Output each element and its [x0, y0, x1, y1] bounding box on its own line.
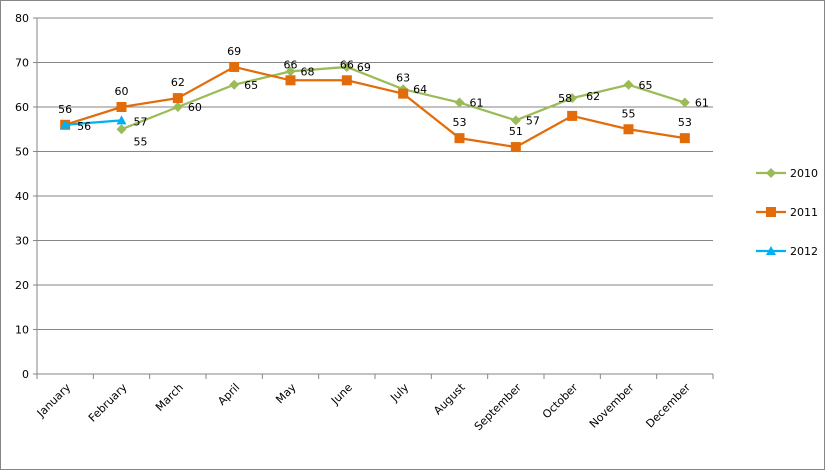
y-tick-label: 70: [15, 57, 29, 70]
legend-marker: [766, 207, 776, 217]
y-tick-label: 0: [22, 368, 29, 381]
y-tick-label: 10: [15, 324, 29, 337]
legend-item: 2010: [756, 167, 818, 180]
data-point: [510, 115, 521, 126]
x-tick-label: October: [540, 381, 581, 422]
data-label: 66: [284, 58, 298, 71]
data-point: [229, 61, 240, 72]
data-label: 66: [340, 58, 354, 71]
data-label: 56: [77, 120, 91, 133]
y-tick-label: 80: [15, 12, 29, 25]
data-label: 61: [695, 97, 709, 110]
legend-marker: [766, 168, 776, 178]
x-tick-label: November: [587, 381, 637, 431]
x-tick-label: September: [472, 381, 525, 434]
data-label: 57: [526, 114, 540, 127]
data-point: [454, 133, 465, 144]
series-2010: 55 60 65 68 69 64 61 57 62 65 61: [116, 61, 709, 148]
data-point: [623, 79, 634, 90]
data-point: [60, 119, 71, 129]
legend-label: 2010: [790, 167, 818, 180]
x-tick-label: January: [34, 381, 74, 421]
data-label: 60: [188, 101, 202, 114]
data-label: 56: [58, 103, 72, 116]
data-point: [510, 142, 521, 153]
data-point: [116, 102, 127, 112]
x-tick-label: March: [153, 381, 186, 414]
data-point: [229, 79, 240, 90]
data-label: 63: [396, 72, 410, 85]
data-label: 57: [134, 115, 148, 128]
data-point: [341, 75, 352, 86]
data-point: [116, 115, 127, 125]
data-point: [116, 124, 127, 135]
legend-item: 2011: [756, 206, 818, 219]
data-point: [567, 110, 578, 121]
legend-item: 2012: [756, 245, 818, 258]
data-label: 69: [227, 45, 241, 58]
data-point: [679, 97, 690, 108]
x-tick-label: August: [431, 380, 468, 417]
legend-marker: [766, 246, 776, 255]
x-tick-label: June: [328, 381, 355, 408]
data-point: [285, 66, 296, 77]
data-label: 69: [357, 61, 371, 74]
data-label: 64: [413, 83, 427, 96]
y-tick-label: 30: [15, 235, 29, 248]
series-line: [65, 119, 122, 126]
y-tick-label: 40: [15, 190, 29, 203]
data-point: [172, 102, 183, 112]
y-tick-label: 50: [15, 146, 29, 159]
data-point: [454, 97, 465, 108]
data-label: 51: [509, 125, 523, 138]
data-label: 58: [558, 92, 572, 105]
x-tick-label: July: [387, 381, 411, 405]
series-line: [64, 65, 686, 149]
data-label: 65: [639, 79, 653, 92]
data-label: 68: [301, 65, 315, 78]
y-tick-label: 60: [15, 101, 29, 114]
data-label: 53: [453, 116, 467, 129]
data-label: 53: [678, 116, 692, 129]
data-label: 55: [134, 135, 148, 148]
series-2012: 56 57: [60, 115, 148, 133]
data-label: 62: [171, 76, 185, 89]
data-label: 60: [115, 85, 129, 98]
x-tick-label: April: [215, 381, 242, 408]
data-label: 61: [470, 97, 484, 110]
data-point: [623, 124, 634, 135]
y-tick-label: 20: [15, 279, 29, 292]
data-point: [567, 93, 578, 104]
data-label: 65: [244, 79, 258, 92]
legend-label: 2011: [790, 206, 818, 219]
x-tick-label: February: [86, 381, 130, 425]
x-tick-label: December: [643, 381, 693, 431]
data-point: [679, 133, 690, 144]
data-point: [285, 75, 296, 86]
data-label: 55: [622, 107, 636, 120]
data-point: [398, 88, 409, 99]
legend-label: 2012: [790, 245, 818, 258]
data-label: 62: [586, 90, 600, 103]
x-tick-label: May: [273, 381, 299, 407]
data-point: [172, 93, 183, 104]
